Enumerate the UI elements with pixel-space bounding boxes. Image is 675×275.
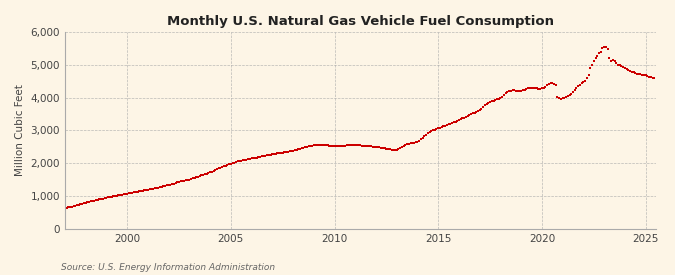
Y-axis label: Million Cubic Feet: Million Cubic Feet	[15, 84, 25, 176]
Title: Monthly U.S. Natural Gas Vehicle Fuel Consumption: Monthly U.S. Natural Gas Vehicle Fuel Co…	[167, 15, 554, 28]
Text: Source: U.S. Energy Information Administration: Source: U.S. Energy Information Administ…	[61, 263, 275, 272]
